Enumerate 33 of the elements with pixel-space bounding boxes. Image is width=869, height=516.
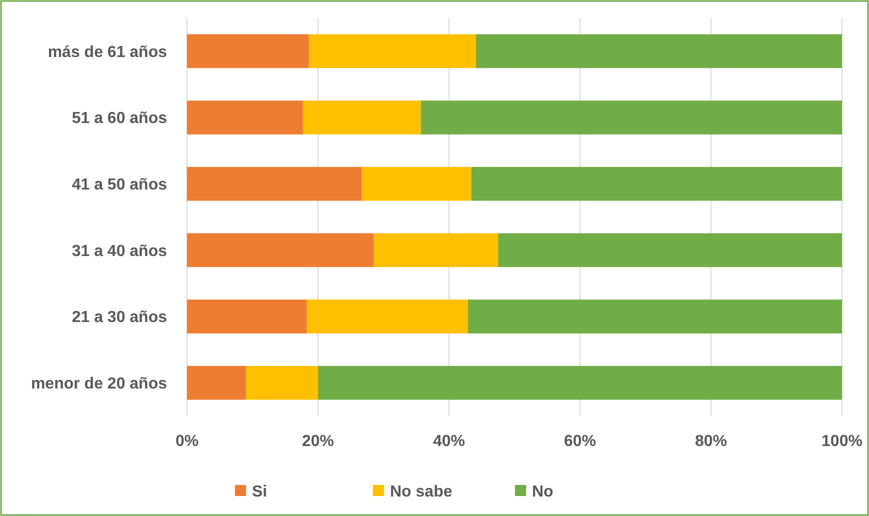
legend-label: No sabe xyxy=(390,484,452,501)
bar xyxy=(318,366,842,400)
y-tick-label: 21 a 30 años xyxy=(72,309,168,326)
x-tick-label: 100% xyxy=(822,433,862,450)
x-tick-label: 40% xyxy=(432,433,466,450)
y-tick-label: 31 a 40 años xyxy=(72,242,168,260)
bar xyxy=(187,100,303,134)
bar xyxy=(362,166,472,201)
legend-label: Si xyxy=(252,484,268,501)
bar xyxy=(420,100,842,134)
bar xyxy=(498,233,842,268)
bar xyxy=(187,233,374,268)
x-tick-label: 60% xyxy=(564,433,596,450)
y-tick-label: menor de 20 años xyxy=(30,375,168,392)
legend-label: No xyxy=(532,484,554,501)
bar xyxy=(187,166,362,201)
bar xyxy=(476,34,842,68)
bar xyxy=(187,34,309,68)
bar xyxy=(468,300,842,334)
x-tick-label: 20% xyxy=(302,433,334,450)
bar xyxy=(374,233,498,268)
x-tick-label: 80% xyxy=(694,433,728,450)
bar xyxy=(308,34,476,68)
bar xyxy=(306,300,468,334)
bar xyxy=(187,300,307,334)
y-tick-label: 41 a 50 años xyxy=(72,176,168,194)
bar xyxy=(246,366,318,400)
bar xyxy=(187,366,246,400)
bar xyxy=(302,100,421,134)
y-tick-label: más de 61 años xyxy=(48,44,168,61)
y-tick-label: 51 a 60 años xyxy=(72,110,168,128)
x-tick-label: 0% xyxy=(175,433,199,450)
bar xyxy=(471,166,842,201)
